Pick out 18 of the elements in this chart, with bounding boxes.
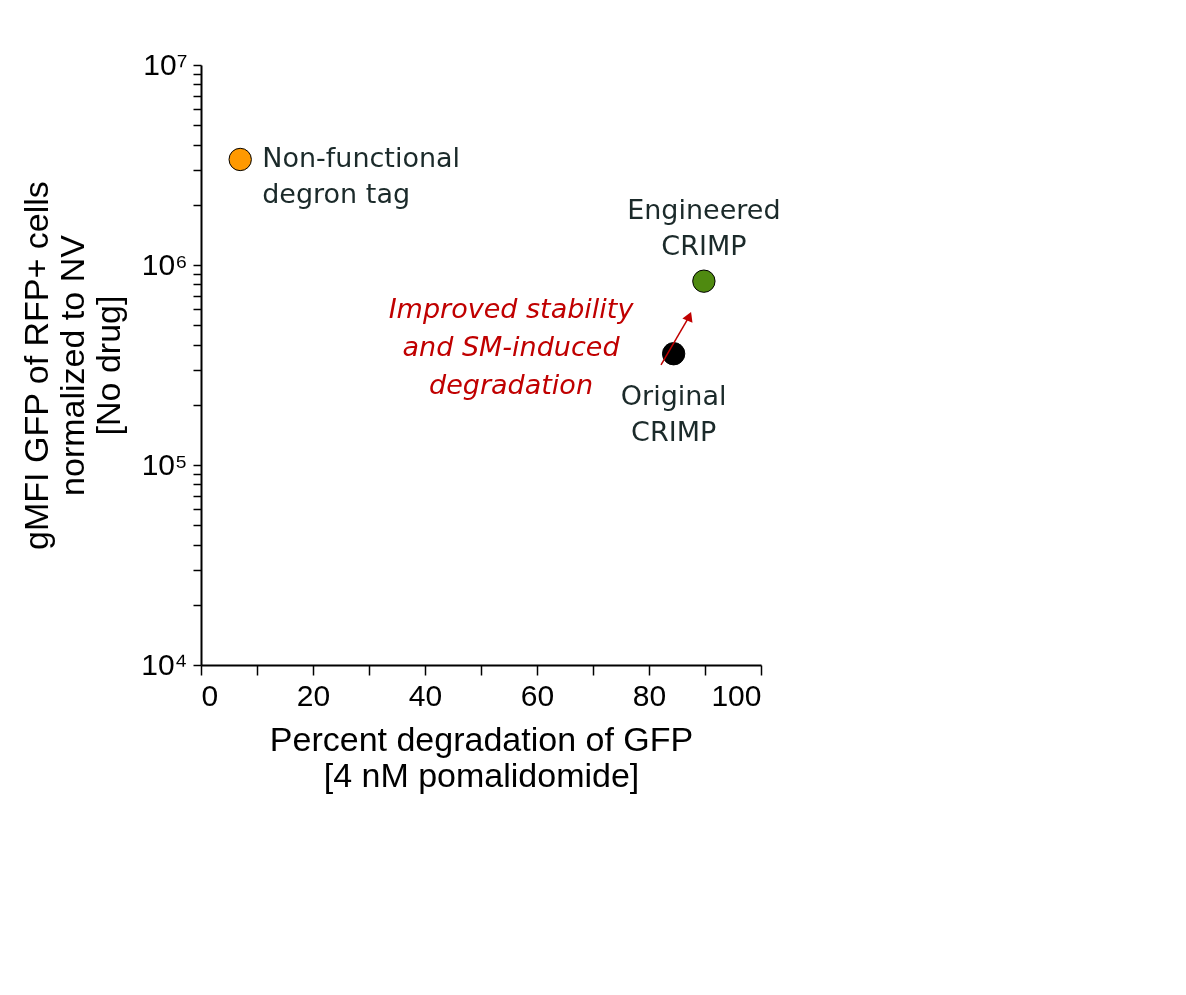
x-tick-label: 60	[520, 678, 555, 712]
y-tick-label: 10⁷	[143, 47, 188, 81]
x-tick-label: 0	[201, 678, 219, 712]
x-tick-label: 80	[632, 678, 667, 712]
point	[228, 147, 252, 172]
x-tick-label: 100	[711, 678, 762, 712]
x-tick-label: 20	[296, 678, 331, 712]
y-axis-title: gMFI GFP of RFP+ cells normalized to NV [No drug]	[17, 181, 128, 550]
y-tick-label: 10⁴	[141, 647, 188, 681]
annotation: Engineered CRIMP	[627, 194, 781, 262]
annotation: Original CRIMP	[620, 379, 727, 447]
y-tick-label: 10⁵	[141, 447, 188, 481]
y-tick-label: 10⁶	[141, 247, 188, 281]
point	[661, 342, 686, 366]
annotation: Non-functional degron tag	[262, 142, 461, 210]
x-tick-label: 40	[408, 678, 443, 712]
x-axis-title: Percent degradation of GFP [4 nM pomalidomide]	[269, 719, 694, 794]
point	[692, 269, 716, 293]
